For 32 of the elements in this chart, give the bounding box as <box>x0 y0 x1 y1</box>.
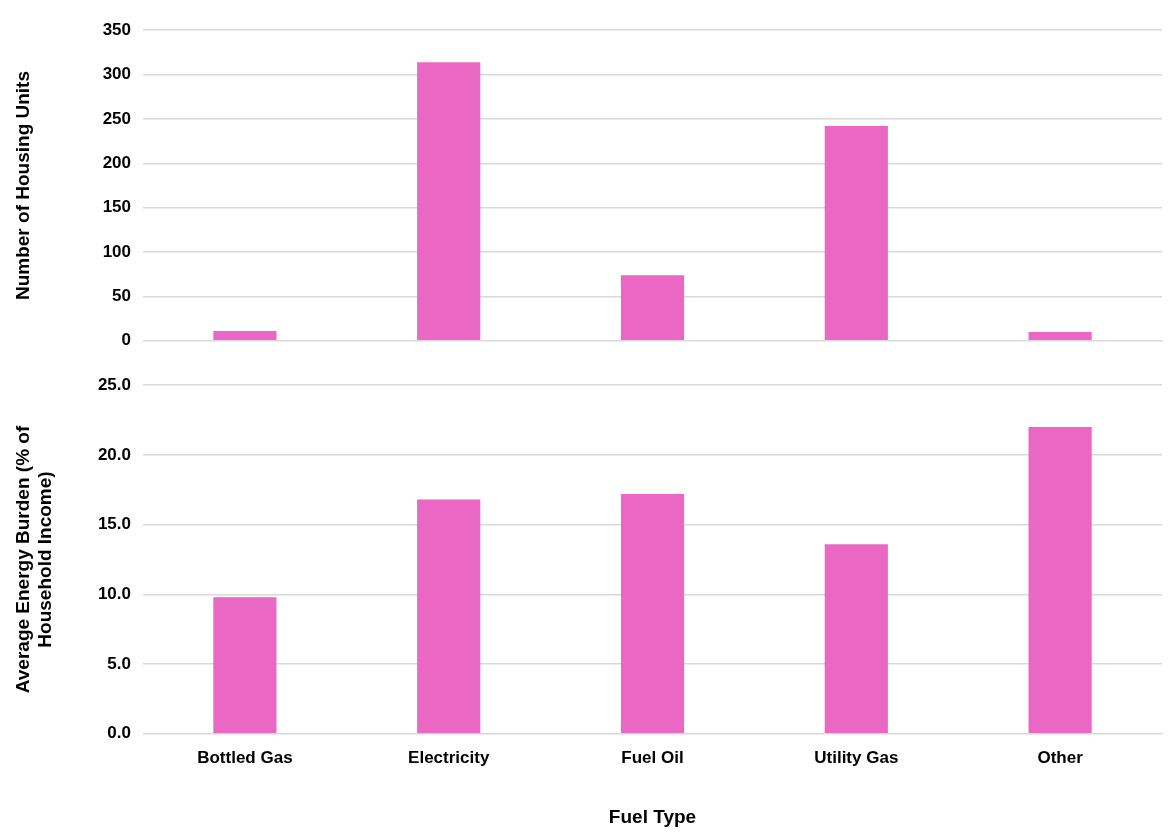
x-tick-label: Utility Gas <box>814 747 899 767</box>
y-tick-label: 15.0 <box>97 514 131 534</box>
x-tick-label: Bottled Gas <box>197 747 293 767</box>
bar <box>824 544 888 734</box>
bar <box>213 331 277 341</box>
bar <box>213 597 277 734</box>
x-axis-title: Fuel Type <box>608 805 697 827</box>
y-tick-label: 200 <box>102 153 131 172</box>
x-tick-label: Other <box>1037 747 1084 767</box>
y-tick-label: 0.0 <box>107 723 131 743</box>
y-tick-label: 5.0 <box>107 653 131 673</box>
y-tick-label: 100 <box>102 241 131 261</box>
bar <box>1028 331 1092 341</box>
y-axis-title: Average Energy Burden (% of Household Income) <box>11 425 56 694</box>
y-tick-label: 20.0 <box>97 444 131 464</box>
bar <box>1028 427 1092 734</box>
y-tick-label: 10.0 <box>97 584 131 604</box>
y-tick-label: 50 <box>112 286 131 306</box>
y-tick-label: 350 <box>102 19 131 39</box>
x-tick-label: Fuel Oil <box>621 747 684 767</box>
bar <box>824 126 888 341</box>
bar <box>620 275 685 341</box>
bar <box>417 499 481 734</box>
y-axis-title: Number of Housing Units <box>11 70 33 301</box>
y-tick-label: 300 <box>102 64 131 84</box>
x-tick-label: Electricity <box>408 747 490 767</box>
bar <box>417 62 481 341</box>
y-tick-label: 250 <box>102 108 131 128</box>
y-tick-label: 150 <box>102 197 131 217</box>
y-tick-label: 0 <box>121 330 131 350</box>
y-tick-label: 25.0 <box>97 374 131 394</box>
bar <box>620 493 685 734</box>
